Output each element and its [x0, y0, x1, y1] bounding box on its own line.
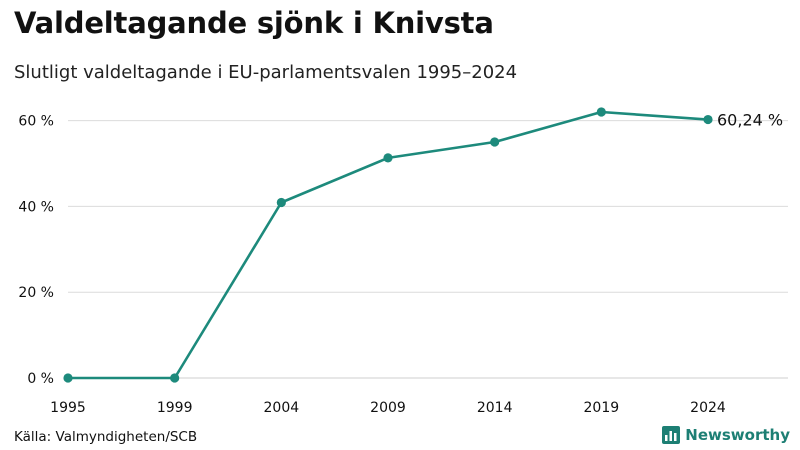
line-chart: 0 % 20 % 40 % 60 % 1995 1999 2004 2009 2014 2019 2… — [18, 107, 788, 416]
chart-title: Valdeltagande sjönk i Knivsta — [14, 6, 494, 40]
x-tick-label: 1995 — [50, 400, 86, 416]
series-line — [66, 110, 710, 380]
data-point — [596, 107, 606, 117]
y-tick-label: 0 % — [27, 371, 54, 387]
data-point — [276, 197, 286, 208]
y-tick-label: 40 % — [18, 199, 54, 215]
chart-subtitle: Slutligt valdeltagande i EU-parlamentsva… — [14, 62, 518, 83]
end-value-label: 60,24 % — [717, 111, 783, 130]
x-tick-label: 2019 — [584, 400, 620, 416]
x-tick-label: 2004 — [264, 400, 300, 416]
brand-name: Newsworthy — [685, 426, 790, 444]
data-point — [490, 137, 500, 147]
data-point — [703, 114, 713, 125]
x-tick-label: 2014 — [477, 400, 513, 416]
x-tick-label: 2009 — [370, 400, 406, 416]
data-point — [383, 153, 393, 163]
data-point — [63, 373, 73, 383]
source-note: Källa: Valmyndigheten/SCB — [14, 429, 198, 445]
bar-chart-icon — [662, 426, 681, 444]
y-tick-label: 20 % — [18, 285, 54, 301]
x-tick-label: 1999 — [157, 400, 193, 416]
newsworthy-logo: Newsworthy — [662, 426, 790, 444]
data-point — [170, 373, 180, 383]
x-tick-label: 2024 — [690, 400, 726, 416]
y-tick-label: 60 % — [18, 114, 54, 130]
